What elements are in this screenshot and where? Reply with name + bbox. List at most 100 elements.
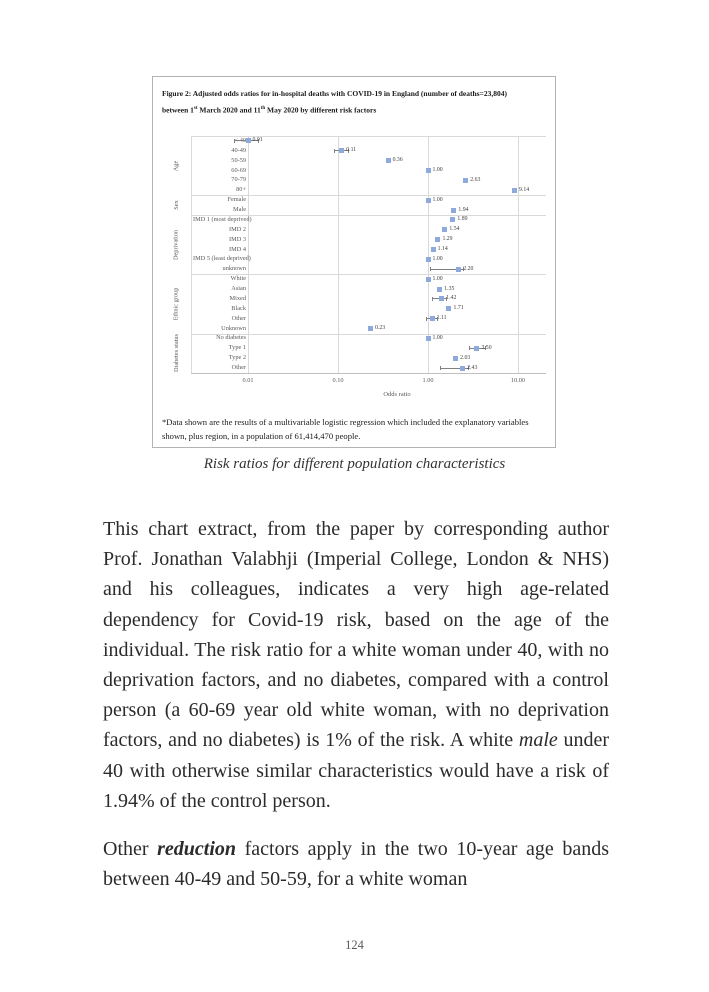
figure-frame: Figure 2: Adjusted odds ratios for in-ho… bbox=[152, 76, 556, 448]
data-point-marker bbox=[437, 286, 443, 292]
value-label: 2.20 bbox=[463, 265, 474, 272]
category-label: 40-49 bbox=[231, 146, 246, 154]
category-label: Other bbox=[231, 314, 246, 322]
value-label: 2.03 bbox=[460, 354, 471, 361]
category-label: IMD 3 bbox=[229, 235, 246, 243]
category-label: Type 1 bbox=[228, 344, 246, 352]
error-bar-cap bbox=[468, 346, 470, 351]
value-label: 1.29 bbox=[442, 236, 453, 243]
group-separator bbox=[191, 274, 546, 276]
figure-caption: Risk ratios for different population cha… bbox=[203, 456, 506, 472]
group-label: Ethnic group bbox=[173, 287, 180, 321]
error-bar-cap bbox=[432, 296, 434, 301]
error-bar-cap bbox=[439, 366, 441, 371]
value-label: 1.71 bbox=[453, 305, 464, 312]
error-bar bbox=[439, 367, 468, 369]
value-label: 1.11 bbox=[436, 315, 447, 322]
value-label: 9.14 bbox=[518, 186, 530, 193]
figure-title-text: Figure 2: Adjusted odds ratios for in-ho… bbox=[162, 89, 507, 115]
x-tick-label: 10.00 bbox=[510, 377, 526, 384]
error-bar-cap bbox=[429, 267, 431, 272]
superscript-st: st bbox=[193, 106, 198, 111]
superscript-th: th bbox=[260, 106, 266, 111]
data-point-marker bbox=[451, 207, 457, 213]
chart-frame-line bbox=[191, 136, 192, 373]
gridline bbox=[518, 136, 519, 373]
category-label: Male bbox=[233, 206, 246, 214]
data-point-marker bbox=[368, 326, 374, 332]
figure-title-text: May 2020 by different risk factors bbox=[265, 105, 377, 115]
data-point-marker bbox=[450, 217, 456, 223]
category-label: IMD 2 bbox=[229, 225, 246, 233]
group-label: Sex bbox=[173, 200, 180, 210]
value-label: 3.50 bbox=[481, 344, 492, 351]
data-point-marker bbox=[446, 306, 452, 312]
category-label: Black bbox=[231, 304, 246, 312]
value-label: 2.63 bbox=[470, 176, 481, 183]
category-label: No diabetes bbox=[216, 334, 246, 342]
value-label: 0.23 bbox=[375, 325, 386, 332]
error-bar-cap bbox=[234, 138, 236, 143]
group-separator bbox=[191, 136, 546, 137]
error-bar bbox=[429, 268, 464, 270]
data-point-marker bbox=[429, 316, 435, 322]
error-bar-cap bbox=[426, 316, 428, 321]
group-separator bbox=[191, 333, 546, 335]
data-point-marker bbox=[425, 335, 431, 341]
figure-title-text: March 2020 and 11 bbox=[197, 105, 261, 115]
data-point-marker bbox=[339, 148, 345, 154]
data-point-marker bbox=[453, 355, 459, 361]
data-point-marker bbox=[425, 197, 431, 203]
group-separator bbox=[191, 215, 546, 216]
paragraph-text: under 40 with otherwise similar characte… bbox=[103, 729, 609, 812]
group-separator bbox=[191, 195, 546, 197]
data-point-marker bbox=[439, 296, 445, 302]
category-label: IMD 5 (least deprived) bbox=[193, 255, 251, 263]
figure-footnote: *Data shown are the results of a multiva… bbox=[162, 417, 529, 441]
value-label: 0.11 bbox=[346, 147, 357, 154]
data-point-marker bbox=[245, 138, 251, 144]
category-label: White bbox=[230, 275, 246, 283]
group-label: Deprivation bbox=[173, 229, 180, 260]
value-label: 1.14 bbox=[437, 246, 448, 253]
paragraph-text: This chart extract, from the paper by co… bbox=[103, 518, 609, 752]
error-bar-cap bbox=[333, 148, 335, 153]
category-label: IMD 1 (most deprived) bbox=[193, 215, 252, 223]
category-label: 50-59 bbox=[231, 156, 246, 164]
data-point-marker bbox=[425, 256, 431, 262]
category-label: 70-79 bbox=[231, 176, 246, 184]
value-label: 0.01 bbox=[252, 137, 263, 144]
value-label: 1.00 bbox=[432, 334, 443, 341]
value-label: 1.00 bbox=[432, 196, 443, 203]
category-label: Unknown bbox=[221, 324, 246, 332]
emphasized-word: male bbox=[518, 729, 558, 752]
data-point-marker bbox=[425, 276, 431, 282]
category-label: 80+ bbox=[236, 186, 246, 194]
value-label: 1.35 bbox=[444, 285, 455, 292]
gridline bbox=[248, 136, 249, 373]
page-number: 124 bbox=[345, 938, 364, 952]
paragraph: Other reduction factors apply in the two… bbox=[103, 834, 609, 894]
paragraph: This chart extract, from the paper by co… bbox=[103, 514, 609, 816]
body-text: This chart extract, from the paper by co… bbox=[103, 514, 609, 894]
gridline bbox=[338, 136, 339, 373]
value-label: 1.54 bbox=[449, 226, 460, 233]
error-bar-cap bbox=[348, 148, 350, 153]
category-label: Female bbox=[227, 196, 246, 204]
paragraph-text: Other bbox=[103, 838, 158, 861]
data-point-marker bbox=[456, 266, 462, 272]
gridline bbox=[428, 136, 429, 373]
group-label: Diabetes status bbox=[173, 334, 180, 373]
data-point-marker bbox=[511, 187, 517, 193]
data-point-marker bbox=[430, 247, 436, 253]
emphasized-word: reduction bbox=[157, 838, 237, 861]
category-label: Mixed bbox=[229, 294, 246, 302]
data-point-marker bbox=[435, 237, 441, 243]
category-label: Other bbox=[231, 364, 246, 372]
x-tick-label: 1.00 bbox=[422, 377, 434, 384]
value-label: 1.89 bbox=[457, 216, 468, 223]
data-point-marker bbox=[442, 227, 448, 233]
value-label: 1.00 bbox=[432, 275, 443, 282]
data-point-marker bbox=[460, 365, 466, 371]
